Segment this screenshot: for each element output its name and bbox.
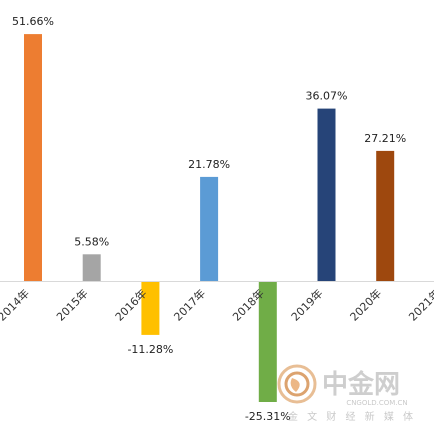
value-label-2014年: 51.66%: [12, 15, 54, 28]
bar-2016年: [141, 281, 160, 335]
tick-label-2021年: 2021年: [406, 286, 434, 323]
bar-2020年: [376, 150, 395, 281]
watermark: 中金网 CNGOLD.COM.CN 金 文 财 经 新 媒 体: [277, 364, 416, 423]
tick-label-group: 2014年 2015年 2016年 2017年 2018年 2019年 2020年 2021年: [0, 286, 434, 323]
bar-group: [24, 34, 395, 402]
bar-2019年: [317, 108, 336, 281]
bar-2014年: [24, 34, 42, 281]
value-label-2015年: 5.58%: [74, 235, 109, 248]
watermark-brand: 中金网: [322, 369, 400, 400]
value-label-2020年: 27.21%: [364, 132, 406, 145]
cngold-logo-icon: [277, 364, 317, 404]
bar-2015年: [82, 254, 101, 281]
value-label-2017年: 21.78%: [188, 158, 230, 171]
value-label-group: 51.66% 5.58% -11.28% 21.78% -25.31% 36.07% 27.…: [12, 15, 406, 423]
watermark-slogan: 金 文 财 经 新 媒 体: [288, 410, 416, 423]
value-label-2018年: -25.31%: [245, 410, 291, 423]
bar-2017年: [200, 176, 219, 281]
value-label-2019年: 36.07%: [306, 90, 348, 103]
tick-label-2015年: 2015年: [53, 286, 90, 323]
tick-label-2020年: 2020年: [347, 286, 384, 323]
tick-label-2019年: 2019年: [288, 286, 325, 323]
tick-label-2017年: 2017年: [171, 286, 208, 323]
watermark-url: CNGOLD.COM.CN: [346, 399, 407, 407]
tick-label-2014年: 2014年: [0, 286, 32, 323]
value-label-2016年: -11.28%: [127, 343, 173, 356]
bar-2018年: [258, 281, 277, 402]
